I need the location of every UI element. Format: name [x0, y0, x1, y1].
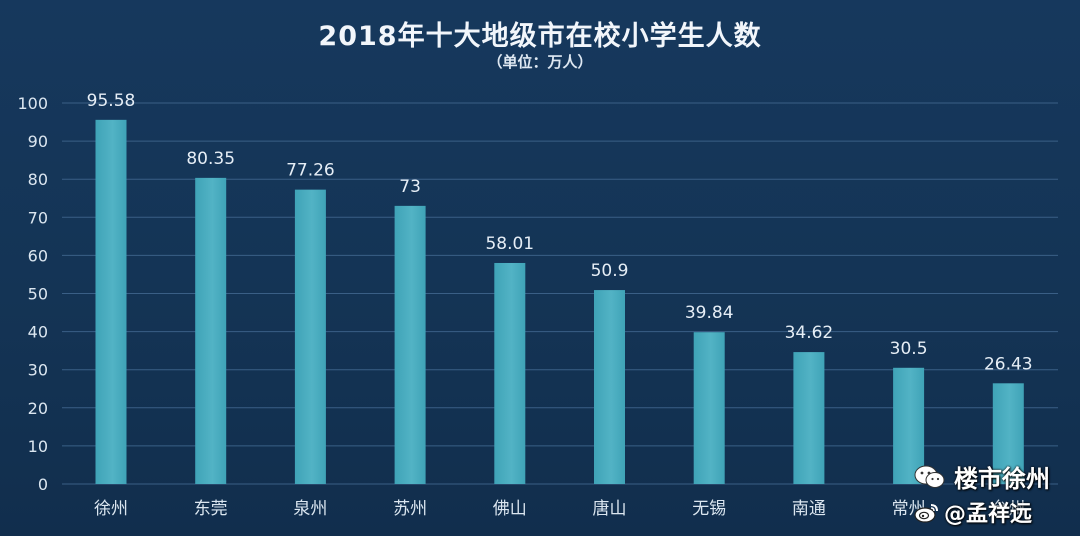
chart-title: 2018年十大地级市在校小学生人数 — [318, 21, 762, 52]
y-tick-label: 70 — [28, 208, 48, 227]
data-label: 26.43 — [984, 354, 1033, 374]
y-tick-label: 50 — [28, 285, 48, 304]
bar — [693, 332, 725, 484]
data-label: 95.58 — [87, 91, 136, 111]
y-tick-label: 90 — [28, 132, 48, 151]
bar — [394, 205, 426, 484]
data-label: 30.5 — [890, 339, 928, 359]
y-tick-label: 100 — [17, 94, 48, 113]
data-label: 34.62 — [785, 323, 834, 343]
x-tick-label: 苏州 — [393, 499, 427, 519]
y-tick-label: 30 — [28, 361, 48, 380]
weibo-icon — [914, 504, 938, 523]
y-tick-label: 80 — [28, 170, 48, 189]
data-label: 39.84 — [685, 303, 734, 323]
bar — [992, 383, 1024, 484]
bar — [793, 352, 825, 484]
x-tick-label: 南通 — [792, 499, 826, 519]
bar — [594, 290, 625, 484]
data-label: 73 — [399, 177, 421, 197]
x-tick-label: 佛山 — [493, 499, 527, 519]
x-tick-label: 唐山 — [593, 498, 627, 519]
x-tick-label: 台州 — [991, 499, 1025, 519]
watermark-handle: @孟祥远 — [944, 502, 1033, 527]
y-tick-label: 0 — [38, 475, 48, 494]
bar — [195, 177, 227, 484]
data-label: 50.9 — [591, 261, 629, 281]
data-label: 58.01 — [485, 234, 534, 254]
x-tick-label: 泉州 — [293, 499, 327, 519]
y-tick-label: 40 — [28, 323, 48, 342]
x-tick-label: 无锡 — [692, 499, 726, 519]
chart-subtitle: （单位：万人） — [487, 53, 593, 71]
bar — [494, 262, 526, 484]
data-label: 80.35 — [186, 149, 235, 169]
data-label: 77.26 — [286, 161, 335, 181]
watermark: 楼市徐州 @孟祥远 — [914, 459, 1050, 528]
x-tick-label: 东莞 — [194, 499, 228, 519]
x-tick-label: 徐州 — [94, 499, 128, 519]
wechat-icon — [914, 465, 945, 488]
y-tick-label: 10 — [28, 437, 48, 456]
watermark-account-name: 楼市徐州 — [954, 465, 1050, 493]
y-tick-label: 60 — [28, 246, 48, 265]
bar — [95, 119, 127, 484]
bar — [893, 367, 925, 484]
bar — [294, 189, 326, 484]
y-tick-label: 20 — [28, 399, 48, 418]
